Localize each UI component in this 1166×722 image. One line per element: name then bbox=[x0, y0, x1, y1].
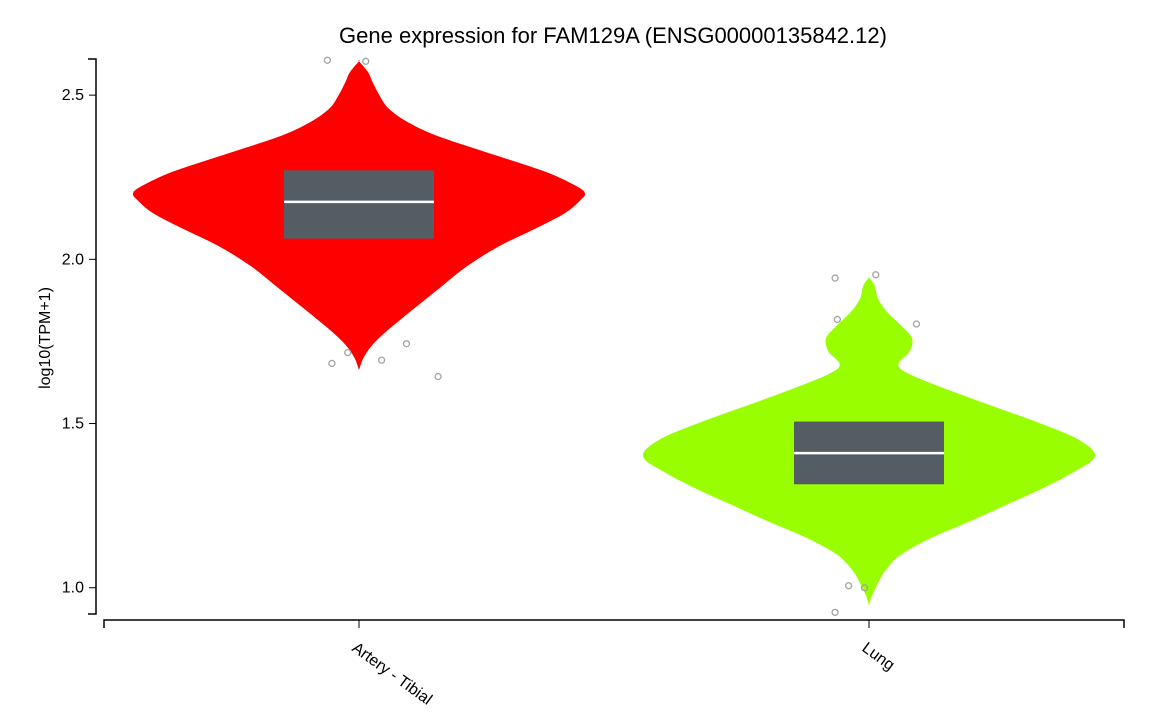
y-axis-line bbox=[88, 58, 97, 615]
iqr-box bbox=[284, 170, 434, 239]
outlier-point bbox=[344, 348, 352, 357]
outlier-point bbox=[831, 274, 839, 282]
y-tick-label: 2.0 bbox=[62, 251, 84, 268]
y-tick-label: 1.5 bbox=[62, 416, 84, 433]
outlier-point bbox=[402, 340, 411, 348]
outlier-point bbox=[362, 57, 370, 65]
outlier-point bbox=[377, 356, 386, 364]
outlier-point bbox=[845, 582, 853, 590]
y-axis-label: log10(TPM+1) bbox=[37, 287, 54, 389]
violin-group bbox=[132, 56, 586, 381]
outlier-point bbox=[323, 56, 332, 64]
x-axis: Artery - Tibial Lung bbox=[103, 619, 1125, 709]
chart-title: Gene expression for FAM129A (ENSG0000013… bbox=[339, 23, 887, 48]
plot-area bbox=[132, 56, 1096, 617]
outlier-point bbox=[434, 372, 442, 381]
x-axis-line bbox=[103, 619, 1125, 628]
y-tick-label: 2.5 bbox=[62, 87, 84, 104]
x-tick-label: Lung bbox=[859, 639, 898, 674]
outlier-point bbox=[860, 584, 869, 592]
outlier-point bbox=[872, 271, 880, 279]
outlier-point bbox=[328, 359, 336, 368]
x-tick-label: Artery - Tibial bbox=[349, 639, 435, 708]
violin-group bbox=[642, 271, 1096, 617]
y-axis: 1.0 1.5 2.0 2.5 bbox=[62, 58, 97, 615]
outlier-point bbox=[833, 315, 842, 324]
outlier-point bbox=[831, 608, 839, 617]
y-tick-label: 1.0 bbox=[62, 580, 84, 597]
outlier-point bbox=[912, 320, 921, 328]
